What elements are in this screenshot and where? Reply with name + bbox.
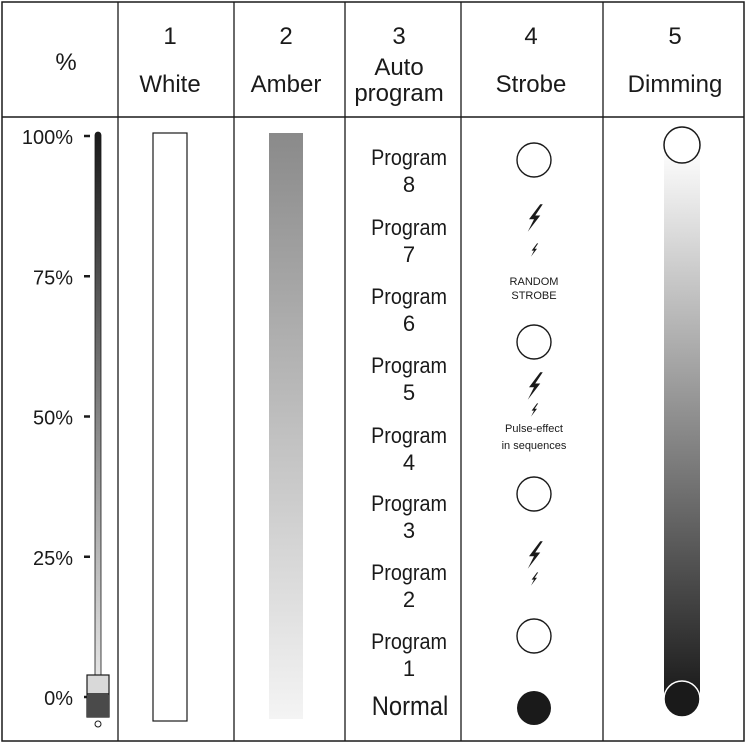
column-number: 3 (392, 23, 405, 50)
program-label: Program (371, 354, 447, 378)
scale-tick-label: 0% (44, 688, 73, 710)
column-label: program (354, 80, 443, 107)
column-label: Strobe (496, 71, 567, 98)
slider-track (94, 131, 102, 708)
program-number: 8 (403, 172, 415, 197)
slider-end-cap (94, 720, 102, 728)
auto-program-list: Program8Program7Program6Program5Program4… (371, 146, 448, 721)
column-number: 2 (279, 23, 292, 50)
strobe-open-circle-icon (516, 324, 552, 360)
column-label: Amber (251, 71, 322, 98)
dimming-column (663, 126, 701, 718)
slider-knob[interactable] (86, 674, 110, 728)
lightning-bolt-small-icon (531, 572, 539, 586)
strobe-caption: Pulse-effect (505, 423, 563, 435)
white-channel-bar (152, 132, 188, 722)
program-label: Program (371, 146, 447, 170)
strobe-caption: RANDOM (510, 276, 559, 288)
program-label: Program (371, 216, 447, 240)
lightning-bolt-large-icon (527, 541, 543, 569)
scale-tick-label: 100% (22, 127, 73, 149)
lightning-bolt-small-icon (531, 403, 539, 417)
slider-knob-shade (87, 695, 109, 717)
dimming-bottom-circle-icon (663, 680, 701, 718)
program-label: Program (371, 561, 447, 585)
program-label: Program (371, 285, 447, 309)
column-label: Dimming (628, 71, 723, 98)
amber-channel-bar (269, 133, 303, 719)
program-label: Program (371, 424, 447, 448)
percent-header: % (55, 49, 76, 76)
strobe-filled-circle-icon (517, 691, 551, 725)
program-number: 3 (403, 518, 415, 543)
strobe-caption: STROBE (511, 290, 556, 302)
program-number: 2 (403, 587, 415, 612)
percent-scale: 100% 75% 50% 25% 0% (22, 127, 110, 728)
program-number: 1 (403, 656, 415, 681)
program-number: 5 (403, 380, 415, 405)
column-label: White (139, 71, 200, 98)
lightning-bolt-large-icon (527, 372, 543, 400)
strobe-open-circle-icon (516, 142, 552, 178)
program-number: 6 (403, 311, 415, 336)
strobe-open-circle-icon (516, 618, 552, 654)
strobe-caption: in sequences (502, 440, 567, 452)
strobe-column: RANDOM STROBE Pulse-effect in sequences (502, 142, 567, 725)
column-number: 4 (524, 23, 537, 50)
lightning-bolt-small-icon (531, 243, 539, 257)
scale-tick-label: 25% (33, 548, 73, 570)
program-label: Program (371, 492, 447, 516)
scale-tick-label: 75% (33, 267, 73, 289)
column-label: Auto (374, 54, 423, 81)
strobe-open-circle-icon (516, 476, 552, 512)
program-normal-label: Normal (372, 692, 449, 722)
column-number: 5 (668, 23, 681, 50)
program-number: 7 (403, 242, 415, 267)
lightning-bolt-large-icon (527, 204, 543, 232)
program-number: 4 (403, 450, 415, 475)
program-label: Program (371, 630, 447, 654)
dimming-top-circle-icon (663, 126, 701, 164)
dimming-gradient-bar (664, 146, 700, 699)
column-number: 1 (163, 23, 176, 50)
scale-tick-label: 50% (33, 408, 73, 430)
